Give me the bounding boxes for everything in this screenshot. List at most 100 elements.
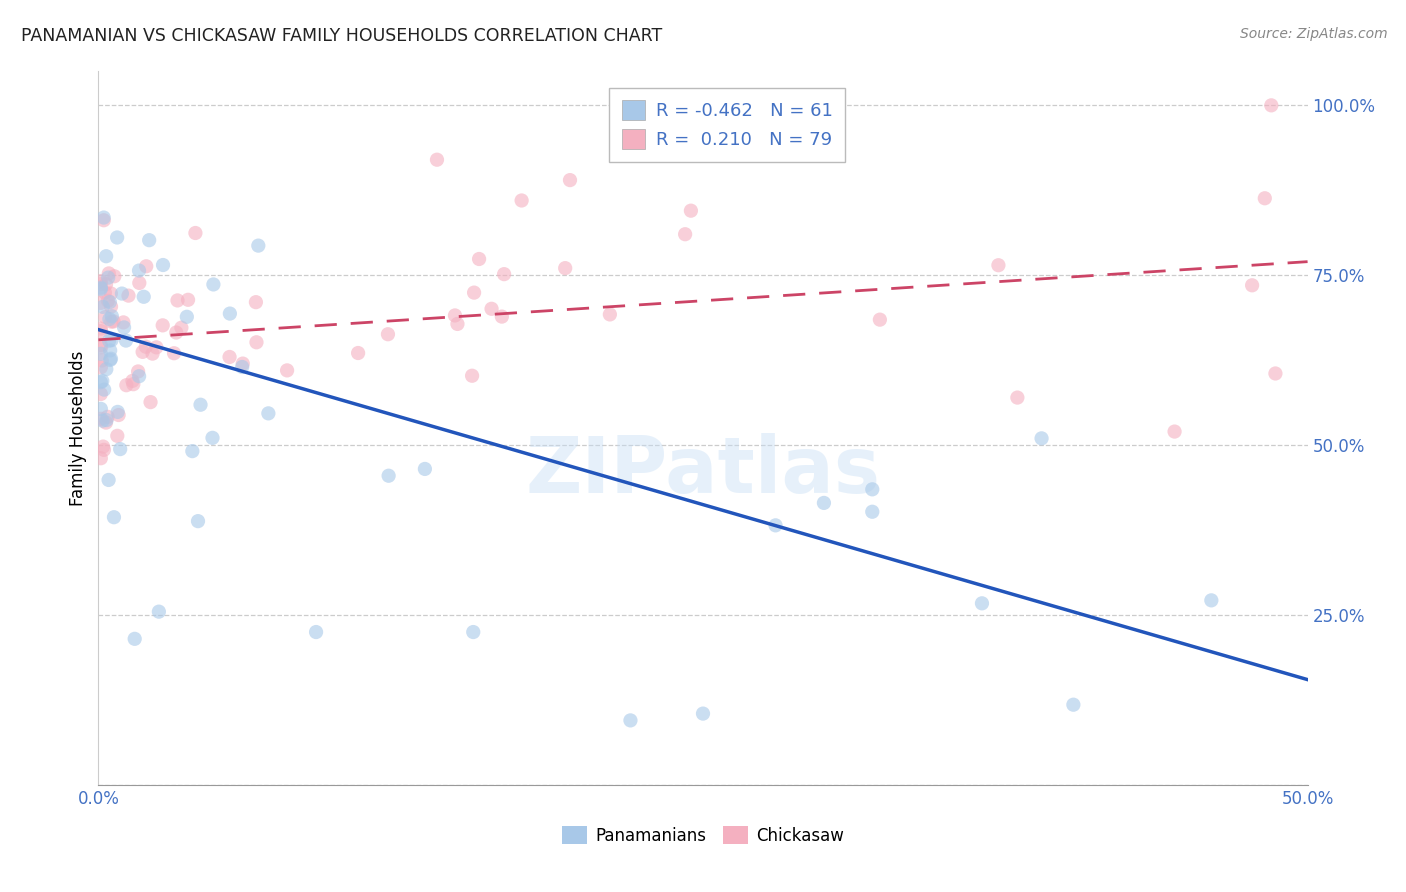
Point	[558, 173, 581, 187]
Point	[247, 238, 270, 252]
Point	[91, 440, 114, 454]
Point	[494, 267, 516, 281]
Point	[463, 625, 485, 640]
Point	[131, 344, 153, 359]
Point	[619, 714, 641, 728]
Point	[90, 281, 112, 295]
Y-axis label: Family Households: Family Households	[69, 351, 87, 506]
Point	[90, 324, 112, 338]
Point	[108, 442, 131, 456]
Point	[132, 290, 155, 304]
Point	[347, 346, 370, 360]
Point	[103, 510, 125, 524]
Point	[96, 362, 118, 376]
Point	[245, 295, 267, 310]
Text: ZIPatlas: ZIPatlas	[526, 433, 880, 509]
Point	[90, 353, 112, 368]
Point	[103, 269, 125, 284]
Point	[105, 429, 128, 443]
Point	[97, 409, 120, 424]
Point	[1260, 98, 1282, 112]
Point	[1007, 391, 1029, 405]
Point	[481, 301, 503, 316]
Point	[90, 296, 112, 310]
Point	[554, 261, 576, 276]
Point	[218, 307, 240, 321]
Point	[231, 359, 253, 374]
Point	[987, 258, 1010, 272]
Point	[100, 300, 122, 314]
Point	[90, 411, 112, 425]
Point	[813, 496, 835, 510]
Point	[148, 605, 170, 619]
Point	[93, 211, 115, 225]
Point	[90, 282, 112, 296]
Point	[1264, 367, 1286, 381]
Point	[93, 442, 115, 457]
Point	[128, 276, 150, 290]
Point	[96, 413, 118, 427]
Point	[128, 369, 150, 384]
Point	[1241, 278, 1264, 293]
Point	[673, 227, 696, 242]
Point	[112, 320, 135, 334]
Point	[860, 505, 883, 519]
Point	[94, 310, 117, 325]
Point	[257, 406, 280, 420]
Point	[90, 321, 112, 335]
Point	[860, 483, 883, 497]
Point	[176, 310, 198, 324]
Point	[98, 343, 121, 358]
Point	[91, 374, 114, 388]
Point	[1254, 191, 1277, 205]
Point	[765, 518, 787, 533]
Point	[1163, 425, 1185, 439]
Point	[692, 706, 714, 721]
Point	[187, 514, 209, 528]
Point	[177, 293, 200, 307]
Point	[170, 320, 193, 334]
Point	[98, 295, 121, 310]
Point	[377, 468, 399, 483]
Point	[91, 414, 114, 428]
Point	[90, 401, 112, 416]
Point	[115, 378, 138, 392]
Point	[446, 317, 468, 331]
Point	[94, 285, 117, 300]
Point	[90, 347, 112, 361]
Point	[218, 350, 240, 364]
Point	[970, 596, 993, 610]
Point	[245, 335, 267, 350]
Point	[679, 203, 702, 218]
Legend: Panamanians, Chickasaw: Panamanians, Chickasaw	[555, 820, 851, 852]
Point	[91, 300, 114, 314]
Point	[100, 333, 122, 347]
Point	[599, 307, 621, 321]
Point	[377, 327, 399, 342]
Point	[94, 416, 117, 430]
Point	[100, 351, 122, 366]
Point	[276, 363, 298, 377]
Point	[90, 277, 112, 292]
Point	[152, 318, 174, 333]
Point	[105, 230, 128, 244]
Point	[90, 274, 112, 288]
Point	[145, 340, 167, 354]
Point	[100, 315, 122, 329]
Point	[413, 462, 436, 476]
Point	[141, 346, 163, 360]
Point	[90, 451, 112, 466]
Point	[463, 285, 485, 300]
Point	[869, 312, 891, 326]
Point	[202, 277, 225, 292]
Point	[510, 194, 533, 208]
Point	[184, 226, 207, 240]
Point	[112, 315, 135, 329]
Point	[468, 252, 491, 266]
Point	[232, 357, 254, 371]
Point	[97, 473, 120, 487]
Text: Source: ZipAtlas.com: Source: ZipAtlas.com	[1240, 27, 1388, 41]
Point	[128, 263, 150, 277]
Point	[98, 312, 121, 326]
Point	[100, 286, 122, 301]
